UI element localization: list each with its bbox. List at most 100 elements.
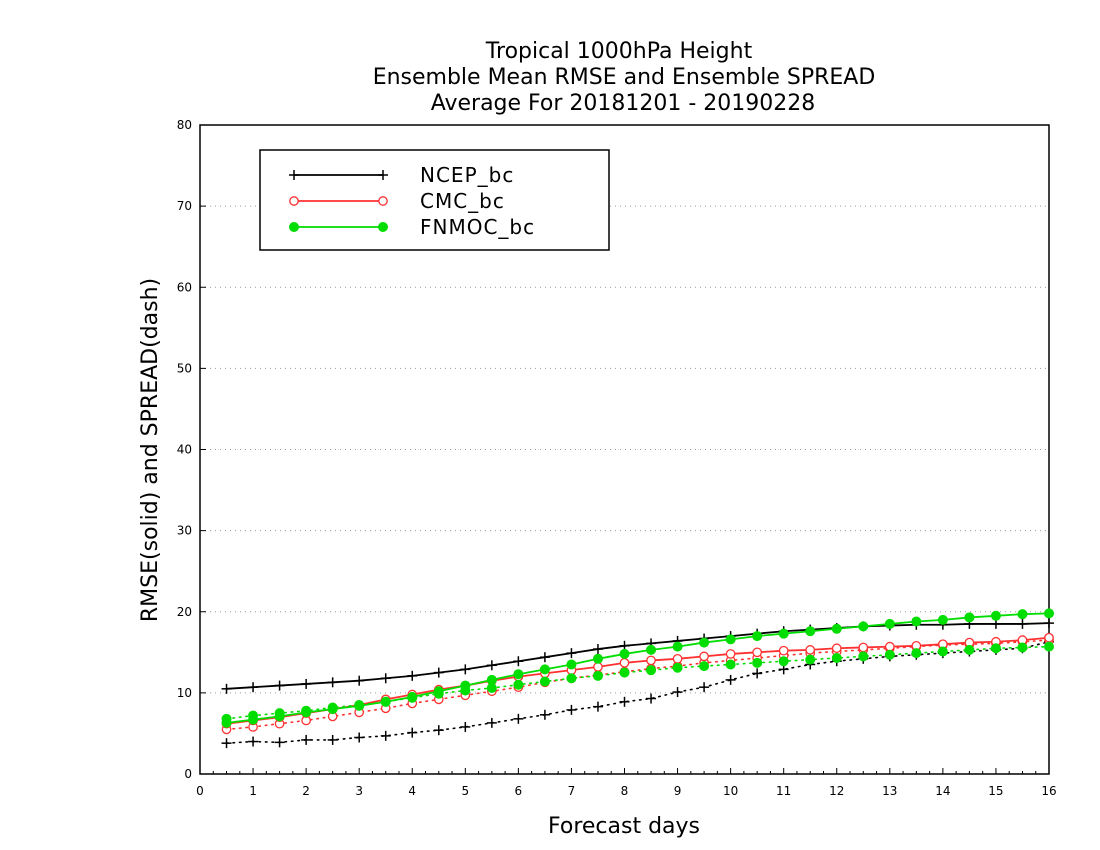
fnmoc_bc-rmse-point — [805, 626, 816, 637]
cmc_bc-rmse-point — [778, 645, 789, 656]
x-tick-label: 16 — [1041, 784, 1056, 798]
legend-marker-ncep_bc — [289, 170, 299, 180]
chart-title-line-2: Ensemble Mean RMSE and Ensemble SPREAD — [373, 65, 876, 90]
fnmoc_bc-rmse-point — [592, 653, 603, 664]
fnmoc_bc-spread-point — [911, 648, 922, 659]
x-tick-label: 11 — [776, 784, 791, 798]
ncep_bc-spread-point — [619, 696, 630, 707]
ncep_bc-spread-point — [699, 682, 710, 693]
legend-marker-cmc_bc — [289, 196, 299, 206]
x-tick-label: 6 — [515, 784, 523, 798]
ncep_bc-rmse-point — [301, 678, 312, 689]
fnmoc_bc-spread-point — [778, 656, 789, 667]
fnmoc_bc-rmse-point — [539, 664, 550, 675]
fnmoc_bc-rmse-point — [221, 717, 232, 728]
y-axis-label: RMSE(solid) and SPREAD(dash) — [138, 278, 163, 622]
fnmoc_bc-spread-point — [990, 643, 1001, 654]
fnmoc_bc-rmse-point — [937, 614, 948, 625]
cmc_bc-rmse-point — [805, 645, 816, 655]
fnmoc_bc-spread-point — [884, 649, 895, 660]
fnmoc_bc-rmse-point — [646, 644, 657, 655]
ncep_bc-spread-point — [513, 713, 524, 724]
chart-title-line-3: Average For 20181201 - 20190228 — [431, 91, 816, 116]
x-tick-label: 12 — [829, 784, 844, 798]
ncep_bc-spread-point — [327, 734, 338, 745]
fnmoc_bc-rmse-point — [831, 623, 842, 634]
fnmoc_bc-spread-point — [513, 679, 524, 690]
ncep_bc-rmse-point — [327, 677, 338, 688]
ncep_bc-rmse-point — [274, 680, 285, 691]
fnmoc_bc-spread-point — [672, 662, 683, 673]
fnmoc_bc-rmse-point — [407, 691, 418, 702]
legend-marker-fnmoc_bc — [378, 222, 388, 232]
legend-marker-fnmoc_bc — [289, 222, 299, 232]
fnmoc_bc-rmse-point — [672, 641, 683, 652]
fnmoc_bc-rmse-line — [226, 612, 1050, 724]
cmc_bc-rmse-point — [752, 647, 763, 658]
x-tick-label: 9 — [674, 784, 682, 798]
fnmoc_bc-rmse-point — [274, 711, 285, 722]
legend-label-fnmoc_bc: FNMOC_bc — [420, 215, 535, 239]
cmc_bc-rmse-point — [646, 655, 656, 666]
fnmoc_bc-rmse-point — [858, 621, 869, 632]
fnmoc_bc-rmse-point — [911, 616, 922, 627]
fnmoc_bc-spread-point — [1044, 641, 1054, 652]
fnmoc_bc-rmse-point — [354, 700, 365, 711]
ncep_bc-rmse-point — [221, 683, 232, 694]
x-tick-label: 7 — [568, 784, 576, 798]
cmc_bc-rmse-point — [884, 641, 895, 652]
fnmoc_bc-rmse-point — [752, 631, 763, 642]
ncep_bc-rmse-point — [354, 675, 365, 686]
ncep_bc-spread-point — [725, 674, 736, 685]
fnmoc_bc-rmse-point — [990, 610, 1001, 621]
fnmoc_bc-rmse-point — [619, 648, 630, 659]
ncep_bc-spread-point — [380, 730, 391, 741]
fnmoc_bc-rmse-point — [380, 696, 391, 707]
fnmoc_bc-spread-point — [1017, 642, 1028, 653]
fnmoc_bc-rmse-point — [778, 628, 789, 639]
ncep_bc-spread-point — [486, 717, 497, 728]
cmc_bc-rmse-point — [1044, 632, 1054, 643]
fnmoc_bc-spread-point — [831, 652, 842, 663]
ncep_bc-spread-point — [433, 725, 444, 736]
ncep_bc-spread-point — [248, 736, 259, 747]
legend-marker-cmc_bc — [378, 196, 388, 206]
cmc_bc-rmse-point — [619, 658, 630, 668]
ncep_bc-spread-point — [539, 709, 550, 720]
fnmoc_bc-spread-point — [858, 651, 869, 662]
fnmoc_bc-rmse-point — [1017, 609, 1028, 620]
x-axis-label: Forecast days — [548, 814, 700, 839]
ncep_bc-spread-point — [592, 701, 603, 712]
x-tick-label: 14 — [935, 784, 950, 798]
fnmoc_bc-rmse-point — [248, 714, 259, 725]
x-tick-label: 3 — [355, 784, 363, 798]
ncep_bc-spread-point — [301, 734, 312, 745]
x-tick-label: 13 — [882, 784, 897, 798]
series-layer — [221, 608, 1054, 749]
cmc_bc-rmse-point — [593, 662, 603, 672]
fnmoc_bc-spread-point — [566, 673, 577, 684]
cmc_bc-spread-line — [225, 639, 1050, 731]
fnmoc_bc-spread-point — [539, 676, 550, 687]
legend-label-cmc_bc: CMC_bc — [420, 189, 505, 213]
fnmoc_bc-rmse-point — [566, 659, 577, 670]
ncep_bc-rmse-point — [433, 667, 444, 678]
fnmoc_bc-rmse-point — [1044, 608, 1054, 619]
fnmoc_bc-spread-point — [752, 657, 763, 668]
ncep_bc-rmse-point — [380, 673, 391, 684]
fnmoc_bc-rmse-point — [460, 680, 471, 691]
y-tick-label: 40 — [177, 443, 192, 457]
ncep_bc-rmse-point — [566, 648, 577, 659]
ncep_bc-rmse-point — [592, 644, 603, 655]
y-tick-label: 80 — [177, 118, 192, 132]
fnmoc_bc-rmse-point — [699, 637, 710, 648]
ncep_bc-rmse-point — [460, 664, 471, 675]
x-tick-label: 10 — [723, 784, 738, 798]
x-tick-label: 8 — [621, 784, 629, 798]
cmc_bc-rmse-point — [725, 649, 736, 659]
fnmoc_bc-rmse-point — [301, 707, 312, 718]
ncep_bc-spread-point — [460, 721, 471, 732]
